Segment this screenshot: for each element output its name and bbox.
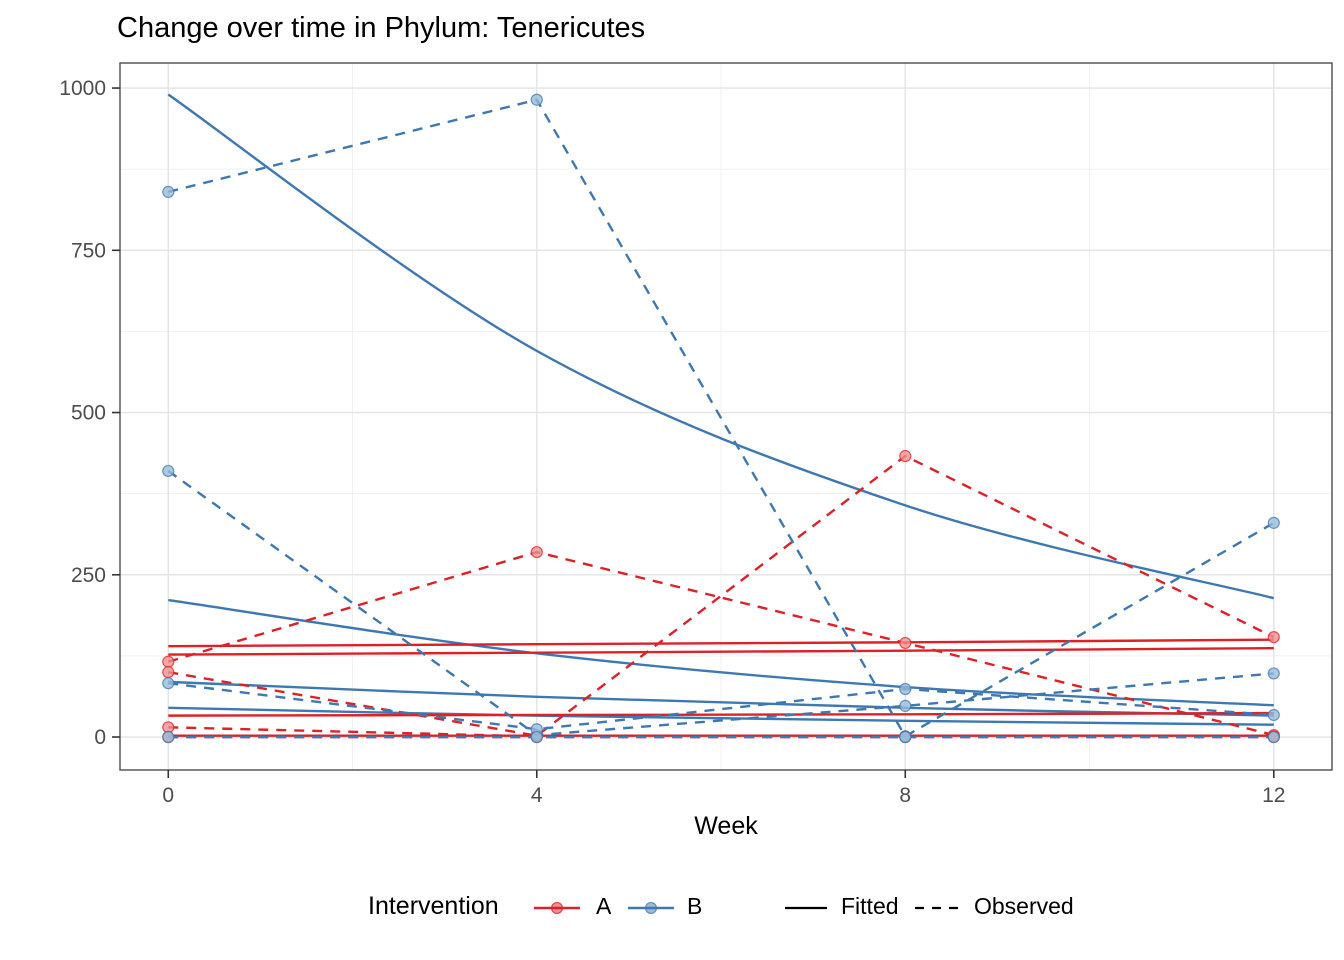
A-subject1-observed-point (530, 545, 543, 559)
series-layer (162, 93, 1280, 744)
y-tick-label: 250 (71, 564, 106, 587)
B-subject3-fitted (168, 680, 1274, 717)
x-axis-title: Week (694, 812, 758, 840)
legend-key-fitted-icon (785, 906, 827, 910)
legend-key-b-icon (628, 902, 674, 914)
B-subject1-observed-point (530, 93, 543, 106)
B-subject3-observed-point (162, 677, 175, 690)
B-subject4-fitted (168, 706, 1274, 726)
legend-title: Intervention (368, 892, 499, 920)
plot-area: 0 250 500 750 1000 0 4 8 12 (59, 62, 1333, 807)
legend-label-observed: Observed (974, 893, 1074, 919)
x-tick-label: 8 (899, 784, 911, 807)
B-subject3-observed (168, 681, 1274, 731)
legend: Intervention A B Fitted Observed (0, 890, 1344, 928)
A-subject2-observed-point (1267, 630, 1280, 644)
B-subject3-observed-point (1267, 708, 1280, 722)
B-subject4-observed-point (162, 730, 175, 744)
B-subject2-observed (167, 469, 1274, 737)
B-subject2-observed-point (899, 699, 912, 712)
A-subject2-observed-point (899, 449, 912, 463)
A-subject2-observed-point (162, 666, 175, 679)
legend-label-fitted: Fitted (841, 893, 899, 919)
A-subject1-observed-point (899, 636, 912, 650)
legend-key-a-icon (534, 902, 580, 914)
B-subject1-observed (167, 98, 1275, 739)
B-subject2-observed-point (1267, 667, 1280, 680)
A-subject2-observed (168, 454, 1275, 738)
chart-title: Change over time in Phylum: Tenericutes (117, 12, 646, 44)
legend-label-b: B (687, 893, 703, 919)
chart-canvas: 0 250 500 750 1000 0 4 8 12 (59, 62, 1333, 807)
y-tick-label: 1000 (59, 77, 106, 100)
B-subject3-observed-point (899, 682, 912, 696)
B-subject4-observed-point (1267, 730, 1280, 744)
x-tick-label: 4 (531, 784, 543, 807)
y-tick-label: 750 (71, 239, 106, 262)
A-subject1-observed-point (162, 655, 175, 668)
A-subject1-fitted (168, 638, 1274, 648)
B-subject1-observed-point (1267, 516, 1280, 529)
B-subject4-observed-point (530, 730, 543, 744)
A-subject2-fitted (168, 646, 1274, 656)
x-tick-label: 0 (162, 784, 174, 807)
B-subject4-observed-point (899, 730, 912, 744)
B-subject1-fitted (167, 93, 1275, 600)
B-subject2-fitted (168, 598, 1274, 707)
B-subject2-observed-point (162, 464, 175, 478)
A-subject3-fitted (168, 711, 1274, 717)
legend-key-observed-icon (915, 906, 959, 910)
x-tick-label: 12 (1262, 784, 1285, 807)
y-tick-label: 0 (94, 726, 106, 749)
legend-label-a: A (596, 893, 612, 919)
y-tick-label: 500 (71, 402, 106, 425)
B-subject1-observed-point (162, 185, 175, 198)
